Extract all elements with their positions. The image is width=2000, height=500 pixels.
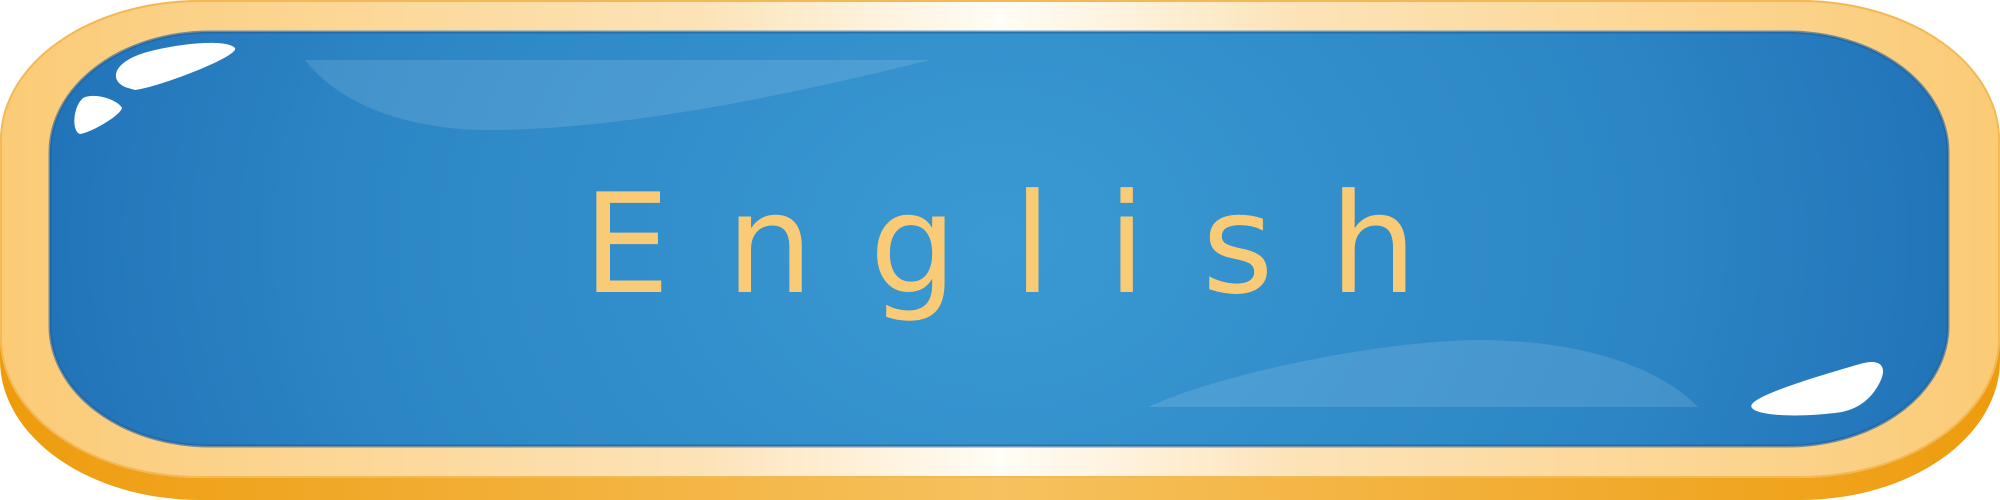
glare-top-left-long bbox=[115, 42, 236, 90]
glare-bottom-right bbox=[1751, 362, 1884, 416]
button-face bbox=[50, 32, 1948, 446]
face-gloss-top bbox=[305, 60, 930, 131]
glare-top-left-small bbox=[74, 95, 122, 134]
face-gloss-bottom bbox=[1148, 340, 1698, 407]
